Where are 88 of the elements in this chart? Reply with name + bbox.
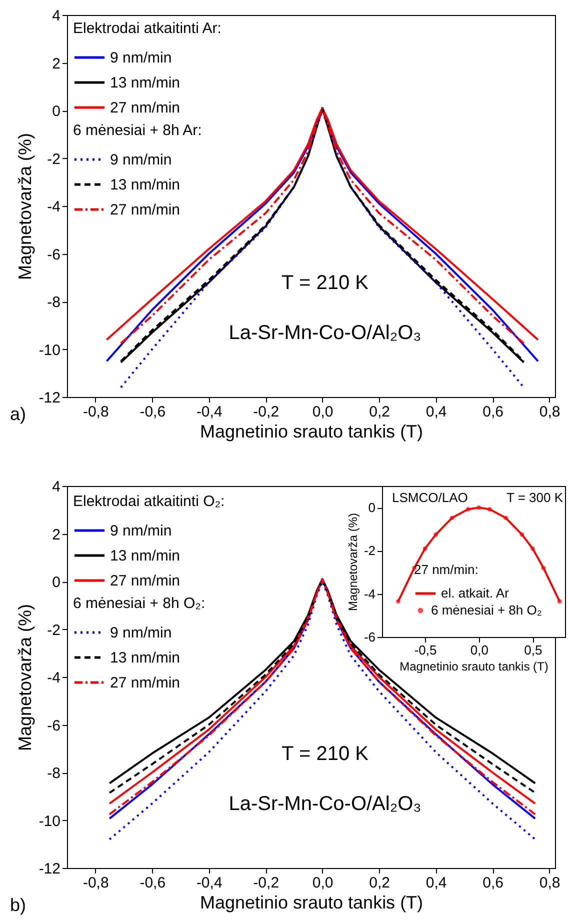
y-tick-label: -4 bbox=[364, 586, 376, 602]
legend-label: 27 nm/min bbox=[110, 674, 180, 692]
x-tick-label: -0,2 bbox=[253, 874, 280, 892]
text: a) bbox=[10, 404, 26, 424]
x-tick-label: -0,4 bbox=[196, 874, 222, 892]
x-tick-label: -0,8 bbox=[82, 874, 109, 892]
annotation: T = 210 K bbox=[282, 743, 370, 765]
x-tick-label: -0,5 bbox=[414, 642, 437, 658]
annotation: T = 210 K bbox=[282, 272, 370, 294]
legend-label: 13 nm/min bbox=[110, 74, 180, 92]
x-tick-label: 0,4 bbox=[426, 404, 447, 420]
point bbox=[530, 546, 535, 551]
y-tick-label: 0 bbox=[52, 103, 60, 120]
legend-label: 9 nm/min bbox=[110, 50, 172, 66]
x-axis-title: Magnetinio srauto tankis (T) bbox=[400, 660, 548, 674]
x-axis-title: Magnetinio srauto tankis (T) bbox=[200, 892, 424, 912]
annotation: 6 mėnesiai + 8h O₂: bbox=[73, 595, 206, 612]
legend-title: Elektrodai atkaitinti Ar: bbox=[73, 20, 222, 37]
legend-label: 27 nm/min bbox=[110, 100, 180, 116]
legend-label: el. atkait. Ar bbox=[441, 586, 510, 600]
x-tick-label: -0,6 bbox=[140, 874, 166, 892]
legend-label: 13 nm/min bbox=[110, 548, 180, 564]
annotation: La-Sr-Mn-Co-O/Al₂O₃ bbox=[228, 322, 422, 344]
point bbox=[422, 546, 428, 551]
legend-title: 27 nm/min: bbox=[414, 562, 478, 577]
x-tick-label: 0,2 bbox=[369, 404, 390, 420]
legend-label: 9 nm/min bbox=[110, 522, 172, 540]
y-axis-title: Magnetovarža (%) bbox=[14, 132, 35, 280]
point bbox=[487, 507, 492, 512]
y-tick-label: 4 bbox=[52, 478, 60, 496]
annotation: La-Sr-Mn-Co-O/Al₂O₃ bbox=[228, 793, 422, 815]
y-tick-label: -2 bbox=[47, 622, 60, 639]
annotation: T = 300 K bbox=[506, 490, 564, 505]
x-tick-label: 0,2 bbox=[369, 874, 390, 892]
legend-label: 9 nm/min bbox=[110, 152, 172, 168]
y-tick-label: -6 bbox=[47, 246, 60, 264]
legend-label: 9 nm/min bbox=[110, 624, 172, 642]
x-tick-label: 0,0 bbox=[312, 404, 334, 420]
x-tick-label: -0,2 bbox=[253, 404, 280, 420]
y-tick-label: -12 bbox=[38, 860, 60, 878]
y-tick-label: -6 bbox=[47, 717, 60, 734]
x-tick-label: -0,8 bbox=[82, 404, 109, 420]
x-tick-label: 0,0 bbox=[470, 642, 488, 658]
point bbox=[396, 599, 400, 604]
y-tick-label: 2 bbox=[52, 55, 60, 72]
legend-label: 27 nm/min bbox=[110, 572, 180, 590]
legend-label: 27 nm/min bbox=[110, 202, 180, 218]
point bbox=[476, 505, 482, 510]
x-tick-label: 0,4 bbox=[426, 874, 447, 892]
point bbox=[520, 532, 524, 537]
x-tick-label: 0,8 bbox=[539, 404, 560, 420]
y-tick-label: -10 bbox=[38, 812, 60, 830]
annotation: LSMCO/LAO bbox=[392, 490, 468, 505]
point bbox=[434, 532, 438, 537]
y-tick-label: -2 bbox=[47, 150, 60, 168]
x-tick-label: -0,6 bbox=[140, 404, 166, 420]
y-tick-label: -2 bbox=[364, 543, 376, 558]
y-tick-label: 0 bbox=[368, 500, 376, 516]
point bbox=[557, 599, 562, 604]
x-tick-label: 0,6 bbox=[482, 404, 504, 420]
y-tick-label: -6 bbox=[364, 630, 376, 644]
point bbox=[466, 507, 470, 512]
point bbox=[450, 516, 454, 520]
x-tick-label: 0,0 bbox=[312, 874, 334, 892]
x-tick-label: 0,5 bbox=[524, 642, 542, 658]
x-tick-label: 0,6 bbox=[482, 874, 504, 892]
annotation: 6 mėnesiai + 8h Ar: bbox=[73, 122, 202, 139]
y-tick-label: -8 bbox=[47, 294, 60, 311]
y-tick-label: -10 bbox=[38, 342, 60, 359]
legend-label: 13 nm/min bbox=[110, 650, 180, 666]
y-tick-label: -8 bbox=[47, 765, 60, 782]
x-tick-label: -0,4 bbox=[196, 404, 222, 420]
y-axis-title: Magnetovarža (%) bbox=[346, 512, 360, 612]
y-tick-label: 4 bbox=[52, 8, 60, 24]
y-tick-label: -12 bbox=[38, 390, 60, 406]
y-tick-label: 2 bbox=[52, 526, 60, 544]
x-axis-title: Magnetinio srauto tankis (T) bbox=[200, 422, 424, 442]
x-tick-label: 0,8 bbox=[539, 874, 560, 892]
point bbox=[541, 566, 546, 570]
y-axis-title: Magnetovarža (%) bbox=[14, 604, 35, 752]
legend-label: 6 mėnesiai + 8h O₂ bbox=[431, 602, 542, 618]
point bbox=[504, 516, 508, 520]
y-tick-label: -4 bbox=[47, 670, 60, 686]
legend-title: Elektrodai atkaitinti O₂: bbox=[73, 493, 225, 510]
y-tick-label: 0 bbox=[52, 574, 60, 591]
y-tick-label: -4 bbox=[47, 198, 60, 216]
legend-label: 13 nm/min bbox=[110, 176, 180, 194]
text: b) bbox=[10, 895, 26, 915]
